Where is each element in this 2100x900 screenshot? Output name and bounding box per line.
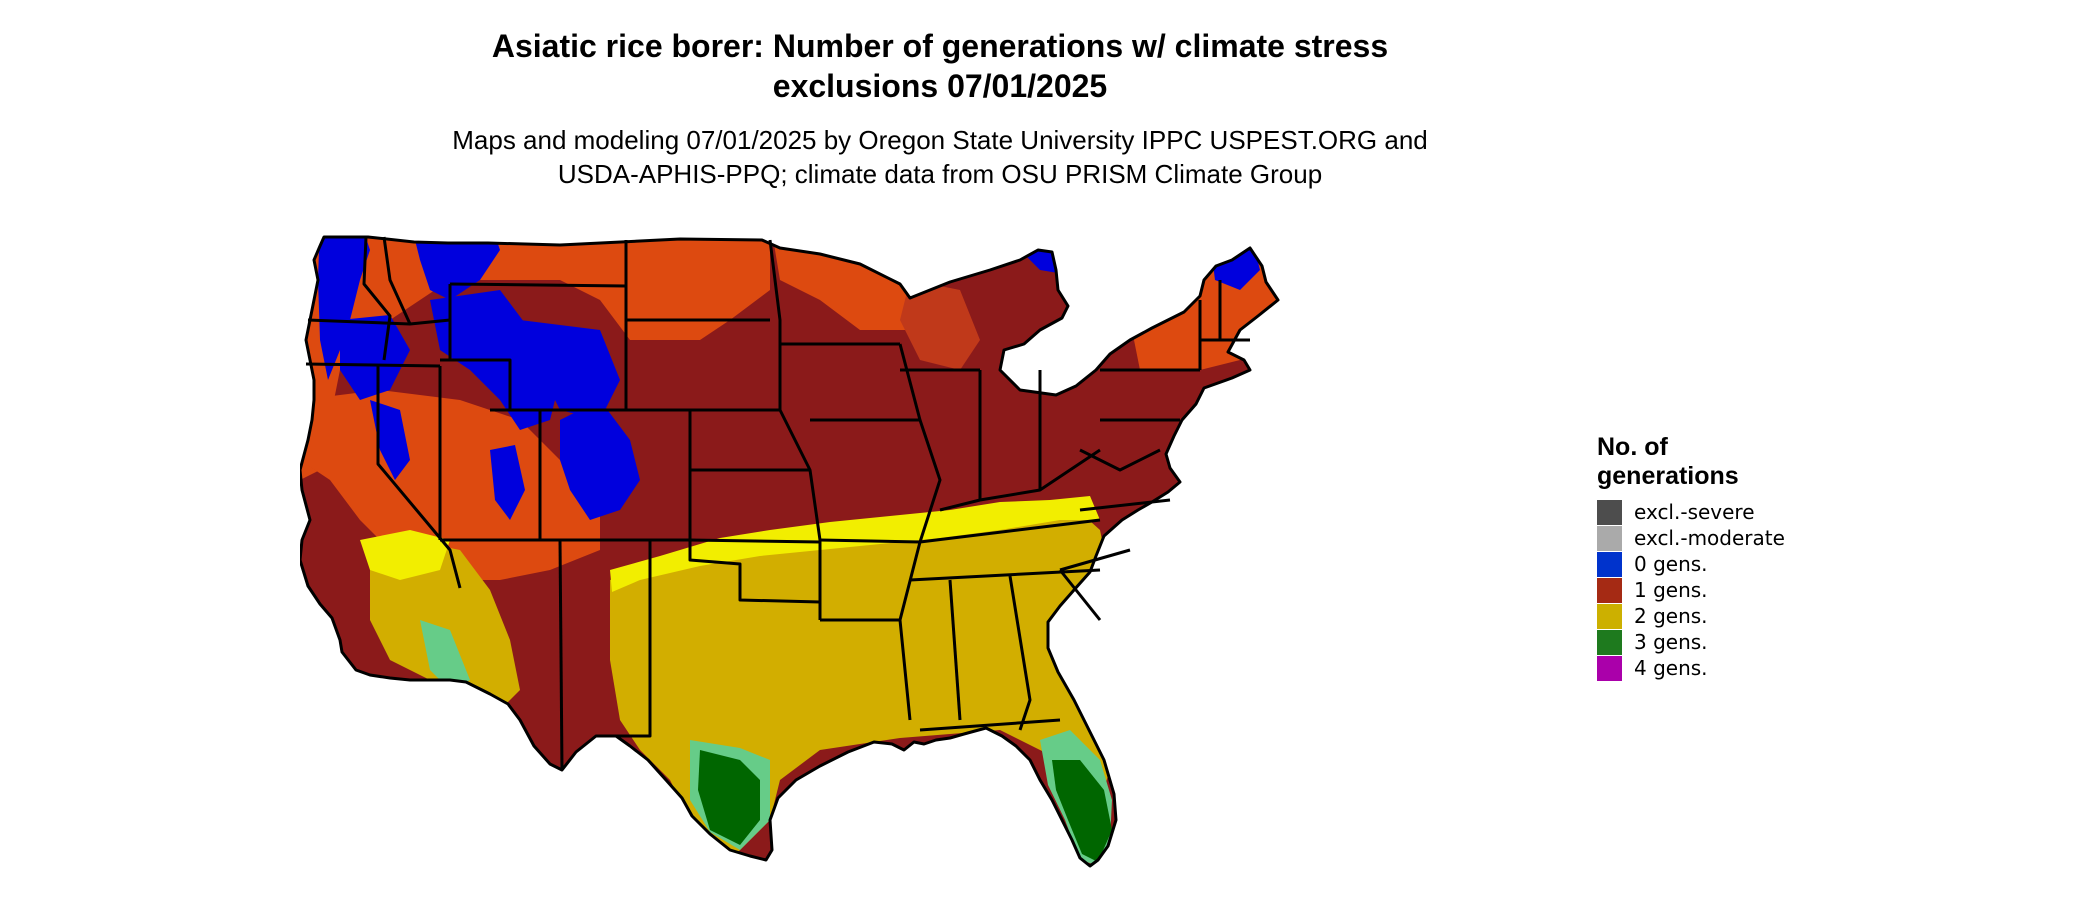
legend-label: excl.-moderate: [1634, 526, 1785, 550]
state-line-ms-al: [948, 579, 962, 721]
legend-item: excl.-severe: [1597, 499, 1785, 525]
legend-label: 4 gens.: [1634, 656, 1708, 680]
legend-title-line-2: generations: [1597, 462, 1739, 490]
state-line-nc-sc: [1059, 548, 1131, 572]
legend-item: 0 gens.: [1597, 551, 1785, 577]
legend-label: excl.-severe: [1634, 500, 1755, 524]
zone-3-gen-texas-core: [698, 750, 760, 845]
state-line-az-nm: [558, 539, 564, 771]
us-outline: [300, 235, 1280, 868]
legend-swatch: [1597, 655, 1622, 681]
state-line-ok-tx: [688, 540, 821, 604]
zone-0-gen-utah: [490, 445, 525, 520]
legend-item: 3 gens.: [1597, 629, 1785, 655]
map-subtitle: Maps and modeling 07/01/2025 by Oregon S…: [0, 123, 1880, 191]
legend-swatch: [1597, 629, 1622, 655]
state-line-tn-south: [909, 568, 1101, 582]
zone-2-gen-yellow-band: [610, 496, 1100, 592]
generation-zones: [300, 237, 1278, 866]
zone-1-gen-orange-michigan: [900, 280, 980, 370]
legend-swatch: [1597, 499, 1622, 525]
state-line-nm-tx: [600, 540, 652, 738]
legend-item: 1 gens.: [1597, 577, 1785, 603]
state-line-id-mt: [382, 236, 451, 326]
legend-label: 1 gens.: [1634, 578, 1708, 602]
zone-0-gen-colorado: [560, 400, 640, 520]
state-line-id-west: [362, 236, 392, 361]
map-subtitle-line-2: USDA-APHIS-PPQ; climate data from OSU PR…: [557, 159, 1323, 189]
state-line-plains-east: [768, 239, 822, 620]
state-line-ky-tn: [919, 518, 1101, 544]
state-line-ohio-river: [939, 448, 1101, 512]
state-line-al-ga: [1008, 575, 1032, 731]
state-line-wa-or: [307, 318, 411, 326]
legend-title: No. of generations: [1597, 433, 1785, 491]
legend-label: 3 gens.: [1634, 630, 1708, 654]
legend-swatch: [1597, 551, 1622, 577]
zone-0-gen-wyoming: [520, 320, 620, 420]
zone-1-gen-orange-north: [300, 237, 770, 480]
state-line-or-ca-nv: [305, 362, 441, 368]
legend: No. of generations excl.-severe excl.-mod…: [1597, 433, 1785, 681]
state-line-va-wv: [1079, 448, 1161, 472]
legend-item: 4 gens.: [1597, 655, 1785, 681]
legend-item: excl.-moderate: [1597, 525, 1785, 551]
state-line-fl-north: [919, 718, 1061, 732]
legend-label: 2 gens.: [1634, 604, 1708, 628]
legend-label: 0 gens.: [1634, 552, 1708, 576]
legend-swatch: [1597, 577, 1622, 603]
legend-title-line-1: No. of: [1597, 433, 1668, 461]
zone-0-gen-oregon: [340, 315, 410, 400]
state-line-ga-sc: [1058, 569, 1102, 621]
state-line-ca-nv: [376, 366, 462, 589]
state-line-mississippi-river: [898, 343, 942, 721]
state-line-mt-wy: [449, 282, 627, 288]
zone-2-gen-southwest: [370, 540, 520, 710]
legend-items: excl.-severe excl.-moderate 0 gens. 1 gens.…: [1597, 499, 1785, 681]
zone-3-gen-florida-core: [1052, 760, 1112, 862]
zone-2-gen-yellow-west: [360, 530, 450, 580]
map-title-line-2: exclusions 07/01/2025: [772, 68, 1108, 104]
zone-3-gen-desert: [420, 620, 470, 690]
zone-0-gen-cascades: [318, 237, 370, 380]
legend-swatch: [1597, 525, 1622, 551]
state-line-va-nc: [1079, 498, 1171, 512]
map-title-line-1: Asiatic rice borer: Number of generation…: [491, 28, 1389, 64]
map-title: Asiatic rice borer: Number of generation…: [0, 26, 1880, 106]
state-line-mo-ar: [819, 538, 921, 544]
zone-1-gen-orange-west: [300, 390, 600, 580]
map-subtitle-line-1: Maps and modeling 07/01/2025 by Oregon S…: [452, 125, 1428, 155]
legend-item: 2 gens.: [1597, 603, 1785, 629]
zone-0-gen-sierra: [370, 400, 410, 480]
state-boundaries: [300, 235, 1280, 868]
state-line-ks-ok: [689, 538, 821, 544]
legend-swatch: [1597, 603, 1622, 629]
us-generations-map: [300, 235, 1280, 868]
